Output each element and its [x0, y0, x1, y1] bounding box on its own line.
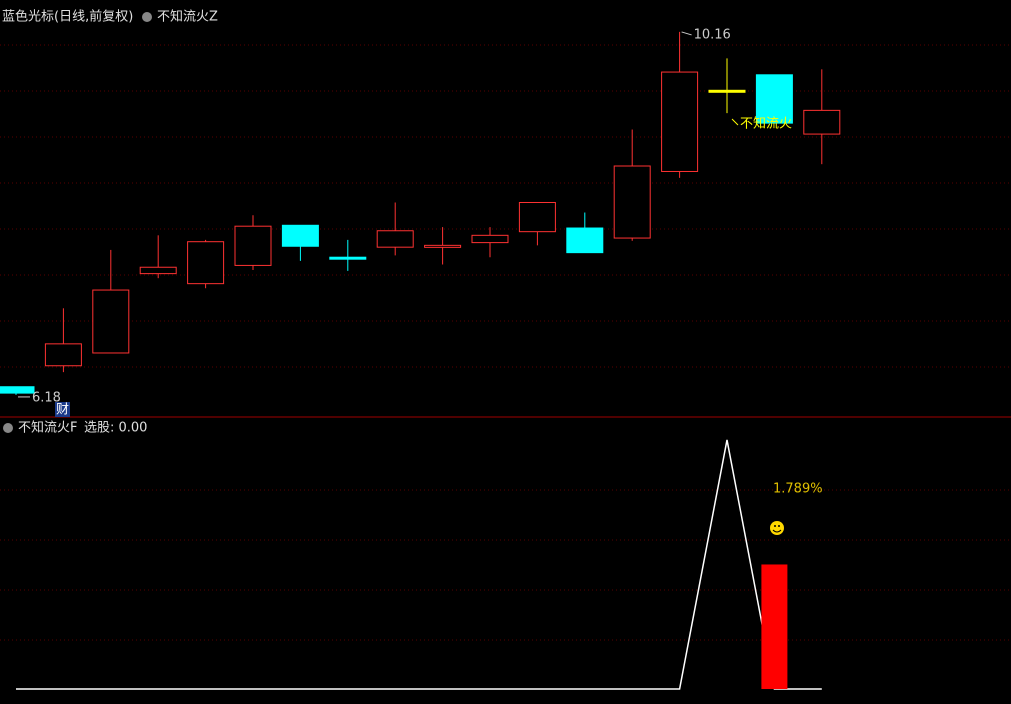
candle-body	[234, 225, 272, 266]
label-arrow	[681, 31, 692, 36]
main-title: 蓝色光标(日线,前复权)	[2, 9, 133, 25]
indicator-title: 不知流火F	[18, 420, 77, 436]
indicator-icon	[142, 12, 152, 22]
candle-body	[44, 343, 82, 367]
badge	[55, 402, 70, 417]
candle-body	[613, 165, 651, 239]
low-label: 6.18	[32, 390, 61, 405]
smiley-eye	[774, 525, 776, 527]
indicator-icon	[3, 423, 13, 433]
candle-body	[661, 71, 699, 172]
smiley-mouth	[772, 529, 782, 533]
bar	[761, 564, 788, 690]
candle-body	[92, 289, 130, 354]
candle-body	[139, 266, 177, 275]
high-label: 10.16	[694, 27, 731, 42]
candle-body	[518, 201, 556, 233]
candle-body	[566, 227, 604, 254]
candle-body	[708, 89, 746, 93]
signal-line	[16, 439, 822, 690]
annotation-arrow	[731, 118, 739, 126]
candle-body	[281, 224, 319, 247]
candle-body	[471, 234, 509, 244]
smiley-eye	[778, 525, 780, 527]
candle-body	[803, 109, 841, 135]
badge-text: 财	[56, 403, 69, 418]
candle-body	[187, 241, 225, 285]
candle-body	[755, 74, 793, 124]
candle-body	[0, 386, 35, 394]
candle-body	[376, 230, 414, 248]
candle-body	[329, 256, 367, 260]
indicator-value: 选股: 0.00	[84, 421, 147, 436]
signal-annotation: 不知流火	[740, 116, 792, 132]
indicator-name: 不知流火Z	[157, 9, 218, 25]
candle-body	[424, 244, 462, 248]
percent-annotation: 1.789%	[773, 482, 823, 497]
smiley	[770, 521, 784, 535]
